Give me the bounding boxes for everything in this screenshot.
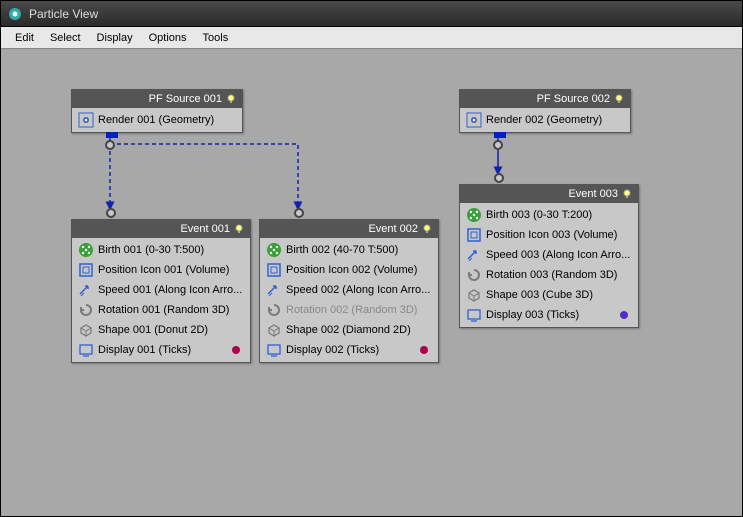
operator-row[interactable]: Speed 001 (Along Icon Arro...: [74, 280, 248, 300]
app-icon: [7, 6, 23, 22]
node-header-pf1[interactable]: PF Source 001: [72, 90, 242, 108]
operator-label: Rotation 003 (Random 3D): [486, 269, 632, 281]
node-header-pf2[interactable]: PF Source 002: [460, 90, 630, 108]
inport-ev3[interactable]: [494, 173, 504, 183]
window-title: Particle View: [29, 7, 98, 21]
operator-label: Render 001 (Geometry): [98, 114, 236, 126]
display-icon: [466, 307, 482, 323]
operator-row[interactable]: Rotation 003 (Random 3D): [462, 265, 636, 285]
operator-row[interactable]: Display 003 (Ticks): [462, 305, 636, 325]
canvas[interactable]: PF Source 001 Render 001 (Geometry) PF S…: [1, 49, 742, 516]
birth-icon: [266, 242, 282, 258]
operator-row[interactable]: Birth 003 (0-30 T:200): [462, 205, 636, 225]
operator-row[interactable]: Rotation 002 (Random 3D): [262, 300, 436, 320]
node-pf2[interactable]: PF Source 002 Render 002 (Geometry): [459, 89, 631, 133]
bulb-icon[interactable]: [622, 189, 632, 199]
operator-label: Rotation 001 (Random 3D): [98, 304, 244, 316]
operator-row[interactable]: Display 001 (Ticks): [74, 340, 248, 360]
rotation-icon: [78, 302, 94, 318]
bulb-icon[interactable]: [234, 224, 244, 234]
operator-row[interactable]: Display 002 (Ticks): [262, 340, 436, 360]
operator-row[interactable]: Shape 003 (Cube 3D): [462, 285, 636, 305]
operator-row[interactable]: Shape 002 (Diamond 2D): [262, 320, 436, 340]
speed-icon: [78, 282, 94, 298]
node-header-ev2[interactable]: Event 002: [260, 220, 438, 238]
shape-icon: [266, 322, 282, 338]
operator-label: Shape 002 (Diamond 2D): [286, 324, 432, 336]
display-dot: [620, 311, 628, 319]
inport-ev2[interactable]: [294, 208, 304, 218]
shape-icon: [78, 322, 94, 338]
operator-row[interactable]: Rotation 001 (Random 3D): [74, 300, 248, 320]
node-ev1[interactable]: Event 001 Birth 001 (0-30 T:500) Positio…: [71, 219, 251, 363]
operator-label: Birth 003 (0-30 T:200): [486, 209, 632, 221]
display-dot: [232, 346, 240, 354]
bulb-icon[interactable]: [226, 94, 236, 104]
menubar: Edit Select Display Options Tools: [1, 27, 742, 49]
operator-row[interactable]: Speed 003 (Along Icon Arro...: [462, 245, 636, 265]
position-icon: [78, 262, 94, 278]
speed-icon: [466, 247, 482, 263]
shape-icon: [466, 287, 482, 303]
birth-icon: [466, 207, 482, 223]
position-icon: [466, 227, 482, 243]
node-ev3[interactable]: Event 003 Birth 003 (0-30 T:200) Positio…: [459, 184, 639, 328]
operator-row[interactable]: Birth 001 (0-30 T:500): [74, 240, 248, 260]
menu-display[interactable]: Display: [97, 32, 133, 44]
rotation-icon: [266, 302, 282, 318]
operator-label: Display 002 (Ticks): [286, 344, 416, 356]
operator-label: Birth 002 (40-70 T:500): [286, 244, 432, 256]
outport-pf1[interactable]: [106, 132, 118, 138]
operator-label: Display 001 (Ticks): [98, 344, 228, 356]
operator-label: Render 002 (Geometry): [486, 114, 624, 126]
emitter-icon: [78, 112, 94, 128]
menu-options[interactable]: Options: [149, 32, 187, 44]
operator-label: Display 003 (Ticks): [486, 309, 616, 321]
port-pf1[interactable]: [105, 140, 115, 150]
node-ev2[interactable]: Event 002 Birth 002 (40-70 T:500) Positi…: [259, 219, 439, 363]
operator-label: Speed 003 (Along Icon Arro...: [486, 249, 632, 261]
operator-row[interactable]: Birth 002 (40-70 T:500): [262, 240, 436, 260]
bulb-icon[interactable]: [614, 94, 624, 104]
port-pf2[interactable]: [493, 140, 503, 150]
display-icon: [78, 342, 94, 358]
operator-label: Position Icon 002 (Volume): [286, 264, 432, 276]
menu-tools[interactable]: Tools: [203, 32, 229, 44]
node-header-ev3[interactable]: Event 003: [460, 185, 638, 203]
operator-label: Position Icon 003 (Volume): [486, 229, 632, 241]
rotation-icon: [466, 267, 482, 283]
operator-row[interactable]: Render 001 (Geometry): [74, 110, 240, 130]
operator-label: Speed 002 (Along Icon Arro...: [286, 284, 432, 296]
operator-label: Shape 003 (Cube 3D): [486, 289, 632, 301]
operator-label: Rotation 002 (Random 3D): [286, 304, 432, 316]
operator-row[interactable]: Position Icon 002 (Volume): [262, 260, 436, 280]
bulb-icon[interactable]: [422, 224, 432, 234]
display-icon: [266, 342, 282, 358]
operator-row[interactable]: Shape 001 (Donut 2D): [74, 320, 248, 340]
menu-edit[interactable]: Edit: [15, 32, 34, 44]
operator-label: Speed 001 (Along Icon Arro...: [98, 284, 244, 296]
speed-icon: [266, 282, 282, 298]
outport-pf2[interactable]: [494, 132, 506, 138]
emitter-icon: [466, 112, 482, 128]
titlebar[interactable]: Particle View: [1, 1, 742, 27]
operator-label: Birth 001 (0-30 T:500): [98, 244, 244, 256]
operator-row[interactable]: Position Icon 003 (Volume): [462, 225, 636, 245]
birth-icon: [78, 242, 94, 258]
display-dot: [420, 346, 428, 354]
operator-row[interactable]: Position Icon 001 (Volume): [74, 260, 248, 280]
menu-select[interactable]: Select: [50, 32, 81, 44]
position-icon: [266, 262, 282, 278]
particle-view-window: Particle View Edit Select Display Option…: [0, 0, 743, 517]
node-header-ev1[interactable]: Event 001: [72, 220, 250, 238]
operator-row[interactable]: Render 002 (Geometry): [462, 110, 628, 130]
inport-ev1[interactable]: [106, 208, 116, 218]
operator-row[interactable]: Speed 002 (Along Icon Arro...: [262, 280, 436, 300]
node-pf1[interactable]: PF Source 001 Render 001 (Geometry): [71, 89, 243, 133]
operator-label: Shape 001 (Donut 2D): [98, 324, 244, 336]
operator-label: Position Icon 001 (Volume): [98, 264, 244, 276]
